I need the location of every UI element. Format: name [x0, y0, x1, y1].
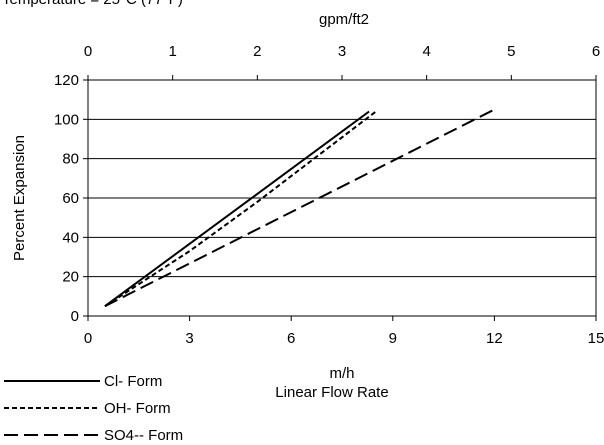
top-x-tick-label: 2 [253, 43, 261, 60]
top-x-tick-label: 4 [422, 43, 430, 60]
x-axis: 0 3 6 9 12 15 [84, 316, 604, 347]
y-tick-label: 40 [62, 229, 79, 246]
x-tick-label: 6 [287, 330, 295, 347]
chart-header-text: Temperature = 25°C (77°F) [2, 0, 183, 8]
x-tick-label: 12 [486, 330, 503, 347]
top-x-tick-label: 0 [84, 43, 92, 60]
series-lines [104, 108, 495, 308]
y-tick-label: 120 [54, 72, 79, 89]
top-x-tick-label: 5 [507, 43, 515, 60]
x-tick-label: 0 [84, 330, 92, 347]
series-line [104, 110, 370, 308]
series-line [104, 108, 495, 308]
legend: Cl- Form OH- Form SO4-- Form [4, 373, 183, 444]
top-axis: 0 1 2 3 4 5 6 [84, 43, 600, 80]
y-axis-label: Percent Expansion [11, 135, 28, 261]
series-line [104, 110, 377, 308]
legend-label: OH- Form [104, 400, 171, 417]
legend-label: Cl- Form [104, 373, 162, 390]
x-tick-label: 9 [389, 330, 397, 347]
legend-label: SO4-- Form [104, 427, 183, 444]
y-tick-label: 80 [62, 151, 79, 168]
y-axis: 0 20 40 60 80 100 120 [54, 72, 88, 325]
x-tick-label: 3 [185, 330, 193, 347]
y-tick-label: 0 [71, 308, 79, 325]
top-x-tick-label: 3 [338, 43, 346, 60]
top-x-tick-label: 1 [168, 43, 176, 60]
x-axis-label: m/h [329, 365, 354, 382]
x-tick-label: 15 [588, 330, 604, 347]
y-tick-label: 60 [62, 190, 79, 207]
y-tick-label: 100 [54, 111, 79, 128]
y-tick-label: 20 [62, 269, 79, 286]
x-axis-label-2: Linear Flow Rate [275, 384, 388, 401]
top-x-tick-label: 6 [592, 43, 600, 60]
grid-lines [88, 118, 596, 278]
top-axis-label: gpm/ft2 [319, 11, 369, 28]
